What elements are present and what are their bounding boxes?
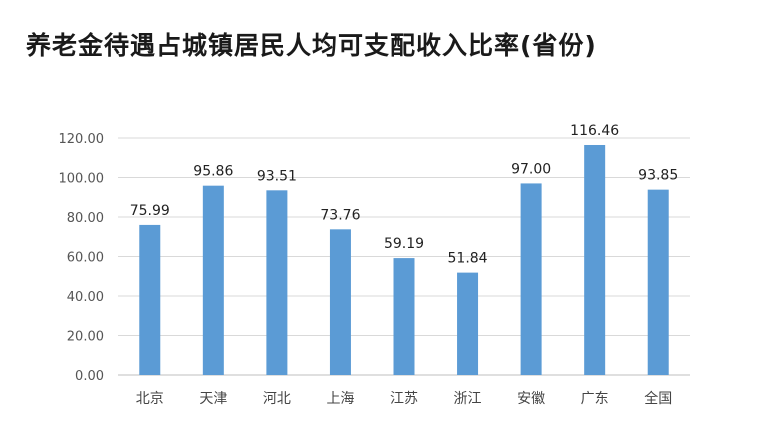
y-tick-label: 80.00: [67, 211, 104, 226]
data-label: 73.76: [320, 207, 360, 223]
x-tick-label: 广东: [581, 391, 609, 407]
data-label: 116.46: [570, 123, 619, 139]
data-label: 93.51: [257, 168, 297, 184]
bar: [457, 272, 479, 375]
x-tick-label: 北京: [136, 391, 164, 407]
bar: [202, 185, 224, 375]
bar: [266, 190, 288, 375]
data-label: 51.84: [448, 251, 488, 267]
y-tick-label: 20.00: [67, 330, 104, 345]
bar: [520, 183, 542, 375]
x-tick-label: 安徽: [517, 391, 545, 407]
bar: [329, 229, 351, 375]
x-tick-label: 上海: [326, 391, 354, 407]
y-tick-label: 120.00: [59, 132, 105, 147]
x-tick-label: 浙江: [454, 391, 482, 407]
chart-title: 养老金待遇占城镇居民人均可支配收入比率(省份): [26, 31, 597, 60]
bar: [647, 189, 669, 375]
y-tick-label: 60.00: [67, 251, 104, 266]
y-tick-label: 100.00: [59, 172, 105, 187]
y-tick-label: 40.00: [67, 290, 104, 305]
x-tick-label: 江苏: [390, 391, 418, 407]
x-tick-label: 全国: [644, 390, 672, 407]
data-label: 95.86: [193, 164, 233, 180]
x-tick-label: 河北: [263, 391, 291, 407]
data-label: 59.19: [384, 236, 424, 252]
x-tick-label: 天津: [199, 391, 227, 407]
data-label: 93.85: [638, 168, 678, 184]
bar: [584, 144, 606, 375]
bar: [393, 258, 415, 375]
bar: [139, 224, 161, 375]
y-tick-label: 0.00: [75, 369, 104, 384]
data-label: 75.99: [130, 203, 170, 219]
data-label: 97.00: [511, 161, 551, 177]
